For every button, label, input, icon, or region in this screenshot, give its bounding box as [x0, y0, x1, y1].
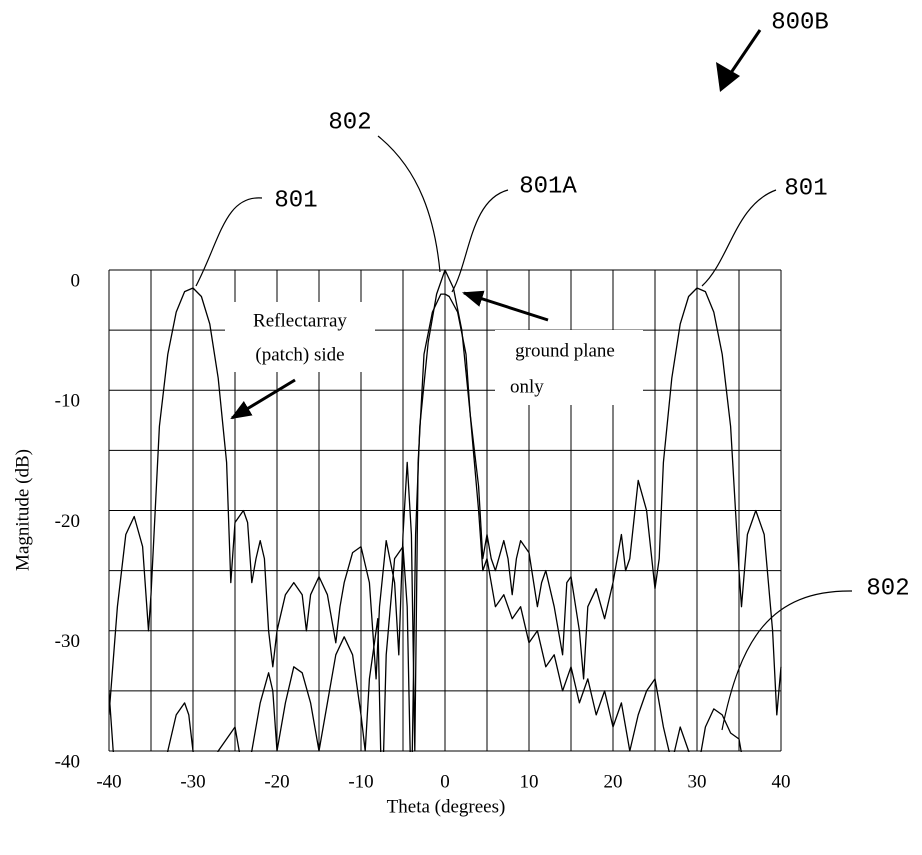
- x-tick-label: -40: [96, 771, 121, 792]
- x-tick-label: 10: [520, 771, 539, 792]
- figure-arrow-head: [716, 62, 740, 92]
- y-tick-label: -30: [55, 631, 80, 652]
- annotation: (patch) side: [255, 344, 344, 365]
- x-tick-label: -20: [264, 771, 289, 792]
- annotation: 801: [784, 175, 827, 202]
- series-line: [109, 269, 742, 752]
- series-line: [109, 287, 782, 752]
- grid: [108, 269, 782, 752]
- arrow: [230, 378, 296, 420]
- leader: [377, 135, 441, 273]
- annotation: ground plane: [515, 340, 615, 361]
- y-tick-label: -10: [55, 391, 80, 412]
- y-tick-label: 0: [71, 270, 81, 291]
- x-tick-label: -10: [348, 771, 373, 792]
- annotation: Reflectarray: [253, 310, 347, 331]
- arrow: [462, 290, 549, 322]
- leader: [451, 189, 509, 293]
- annotation: 802: [328, 109, 371, 136]
- x-tick-label: 20: [604, 771, 623, 792]
- x-tick-label: 30: [688, 771, 707, 792]
- plot: [109, 269, 782, 752]
- annotation: 801A: [519, 173, 577, 200]
- leader: [701, 189, 777, 287]
- figure-ref: 800B: [771, 9, 829, 36]
- annotation: 802: [866, 575, 909, 602]
- leader: [721, 590, 853, 731]
- x-tick-label: 0: [440, 771, 450, 792]
- x-tick-label: -30: [180, 771, 205, 792]
- y-tick-label: -40: [55, 751, 80, 772]
- leader: [195, 197, 263, 287]
- annotation: 801: [274, 187, 317, 214]
- x-axis-label: Theta (degrees): [387, 796, 506, 817]
- y-axis-label: Magnitude (dB): [12, 449, 33, 571]
- y-tick-label: -20: [55, 511, 80, 532]
- label-box: [225, 302, 375, 372]
- annotation: only: [510, 376, 544, 397]
- label-box: [495, 330, 643, 405]
- x-tick-label: 40: [772, 771, 791, 792]
